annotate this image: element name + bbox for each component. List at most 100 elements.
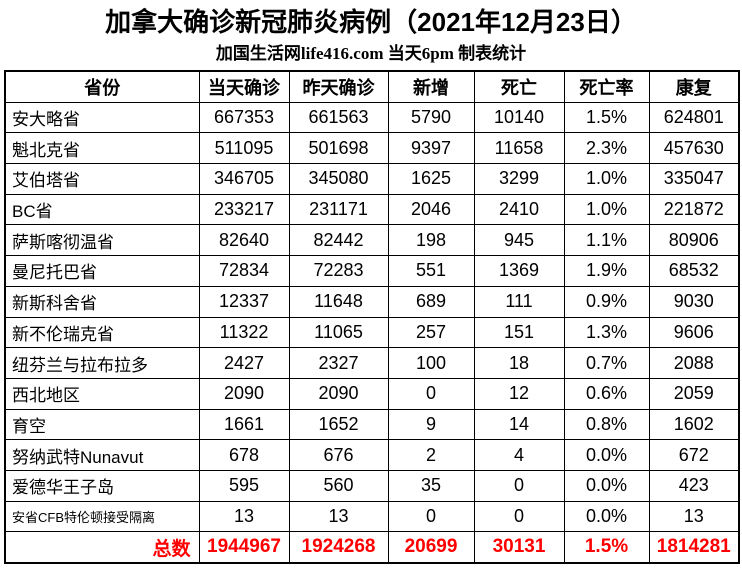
cell-deaths: 0 [473,469,565,502]
cell-yesterday-confirmed: 2090 [288,377,389,410]
table-row: 曼尼托巴省 72834 72283 551 1369 1.9% 68532 [4,255,740,287]
cell-new-cases: 689 [387,285,475,318]
cell-today-confirmed: 2427 [198,347,290,379]
cell-today-confirmed: 678 [198,439,290,471]
cell-death-rate: 1.0% [563,163,650,195]
cell-province: 新不伦瑞克省 [4,316,200,349]
cell-death-rate: 1.0% [563,193,650,226]
cell-yesterday-confirmed: 11648 [288,285,389,318]
table-row: 安大略省 667353 661563 5790 10140 1.5% 624801 [4,101,740,134]
cell-province: 努纳武特Nunavut [4,439,200,471]
cell-deaths: 10140 [473,101,565,134]
cell-yesterday-confirmed: 13 [288,500,389,533]
cell-death-rate: 0.8% [563,408,650,441]
table-row: 育空 1661 1652 9 14 0.8% 1602 [4,408,740,441]
cell-today-confirmed: 12337 [198,285,290,318]
cell-province: 新斯科舍省 [4,285,200,318]
cell-today-confirmed: 346705 [198,163,290,195]
table-header-row: 省份 当天确诊 昨天确诊 新增 死亡 死亡率 康复 [4,70,740,103]
column-header-yesterday-confirmed: 昨天确诊 [288,70,389,103]
table-row: 西北地区 2090 2090 0 12 0.6% 2059 [4,377,740,410]
cell-new-cases: 0 [387,377,475,410]
cell-today-confirmed: 233217 [198,193,290,226]
cell-province: 纽芬兰与拉布拉多 [4,347,200,379]
cell-deaths: 151 [473,316,565,349]
table-row: 新斯科舍省 12337 11648 689 111 0.9% 9030 [4,285,740,318]
cell-death-rate: 1.5% [563,101,650,134]
cell-death-rate: 0.0% [563,469,650,502]
table-row: 纽芬兰与拉布拉多 2427 2327 100 18 0.7% 2088 [4,347,740,379]
column-header-new-cases: 新增 [387,70,475,103]
cell-yesterday-confirmed: 11065 [288,316,389,349]
cell-new-cases: 0 [387,500,475,533]
cell-yesterday-confirmed: 231171 [288,193,389,226]
cell-yesterday-confirmed: 1652 [288,408,389,441]
table-row: 萨斯喀彻温省 82640 82442 198 945 1.1% 80906 [4,224,740,257]
cell-province: 曼尼托巴省 [4,255,200,287]
cell-recovered: 13 [648,500,740,533]
cell-recovered: 68532 [648,255,740,287]
cell-recovered: 672 [648,439,740,471]
column-header-deaths: 死亡 [473,70,565,103]
table-row: BC省 233217 231171 2046 2410 1.0% 221872 [4,193,740,226]
table-row: 魁北克省 511095 501698 9397 11658 2.3% 457630 [4,132,740,165]
total-today-confirmed: 1944967 [198,531,290,564]
cell-deaths: 12 [473,377,565,410]
cell-new-cases: 9 [387,408,475,441]
cell-new-cases: 2 [387,439,475,471]
cell-new-cases: 5790 [387,101,475,134]
cell-death-rate: 1.1% [563,224,650,257]
cell-death-rate: 0.7% [563,347,650,379]
cell-today-confirmed: 667353 [198,101,290,134]
column-header-recovered: 康复 [648,70,740,103]
cell-deaths: 4 [473,439,565,471]
cell-province: 安省CFB特伦顿接受隔离 [4,500,200,533]
column-header-province: 省份 [4,70,200,103]
table-row: 新不伦瑞克省 11322 11065 257 151 1.3% 9606 [4,316,740,349]
cell-yesterday-confirmed: 2327 [288,347,389,379]
cell-today-confirmed: 82640 [198,224,290,257]
cell-new-cases: 1625 [387,163,475,195]
table-row: 爱德华王子岛 595 560 35 0 0.0% 423 [4,469,740,502]
total-province: 总数 [4,531,200,564]
cell-deaths: 111 [473,285,565,318]
cell-deaths: 11658 [473,132,565,165]
cell-deaths: 14 [473,408,565,441]
cell-recovered: 457630 [648,132,740,165]
cell-yesterday-confirmed: 661563 [288,101,389,134]
cell-deaths: 1369 [473,255,565,287]
cell-province: 艾伯塔省 [4,163,200,195]
column-header-today-confirmed: 当天确诊 [198,70,290,103]
total-new-cases: 20699 [387,531,475,564]
cell-new-cases: 35 [387,469,475,502]
cell-today-confirmed: 13 [198,500,290,533]
cell-death-rate: 0.6% [563,377,650,410]
table-row: 努纳武特Nunavut 678 676 2 4 0.0% 672 [4,439,740,471]
cell-recovered: 335047 [648,163,740,195]
cell-province: BC省 [4,193,200,226]
cell-recovered: 1602 [648,408,740,441]
cell-province: 育空 [4,408,200,441]
cell-province: 安大略省 [4,101,200,134]
cell-recovered: 221872 [648,193,740,226]
cell-deaths: 18 [473,347,565,379]
cell-recovered: 423 [648,469,740,502]
cell-yesterday-confirmed: 345080 [288,163,389,195]
cell-province: 萨斯喀彻温省 [4,224,200,257]
cell-death-rate: 0.0% [563,439,650,471]
table-row: 艾伯塔省 346705 345080 1625 3299 1.0% 335047 [4,163,740,195]
total-death-rate: 1.5% [563,531,650,564]
cell-deaths: 3299 [473,163,565,195]
cell-death-rate: 1.9% [563,255,650,287]
cell-death-rate: 1.3% [563,316,650,349]
page-title: 加拿大确诊新冠肺炎病例（2021年12月23日） [105,7,637,37]
total-row: 总数 1944967 1924268 20699 30131 1.5% 1814281 [4,531,740,564]
page-subtitle: 加国生活网life416.com 当天6pm 制表统计 [215,44,527,63]
cell-death-rate: 0.0% [563,500,650,533]
cell-deaths: 2410 [473,193,565,226]
cell-new-cases: 551 [387,255,475,287]
total-deaths: 30131 [473,531,565,564]
total-recovered: 1814281 [648,531,740,564]
cell-recovered: 624801 [648,101,740,134]
